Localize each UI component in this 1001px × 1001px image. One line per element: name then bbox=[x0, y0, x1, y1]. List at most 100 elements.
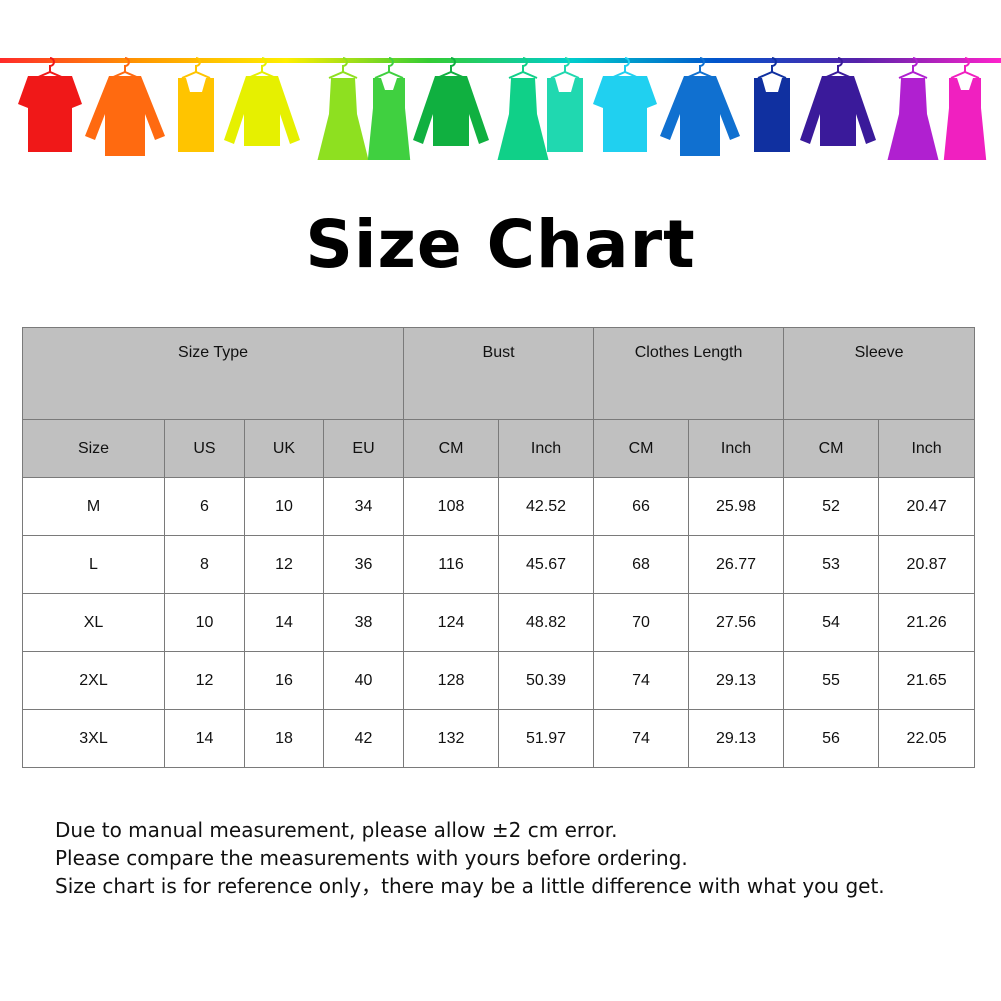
subheader-size: Size bbox=[22, 419, 165, 478]
tankdress-shape bbox=[943, 78, 987, 160]
table-cell: 56 bbox=[783, 709, 880, 768]
page-title: Size Chart bbox=[305, 206, 696, 283]
hanger-icon bbox=[610, 57, 640, 79]
table-cell: 2XL bbox=[22, 651, 165, 710]
table-cell: 29.13 bbox=[688, 709, 785, 768]
table-row: M 6 10 34 108 42.52 66 25.98 52 20.47 bbox=[22, 477, 976, 536]
subheader-cm: CM bbox=[593, 419, 690, 478]
table-cell: 36 bbox=[322, 535, 405, 594]
garment-tankdress-icon bbox=[367, 57, 411, 160]
hanger-icon bbox=[685, 57, 715, 79]
garment-dress-icon bbox=[497, 57, 549, 160]
garment-sweater-icon bbox=[224, 57, 300, 146]
table-cell: 38 bbox=[322, 593, 405, 652]
table-cell: 48.82 bbox=[498, 593, 595, 652]
table-cell: 21.26 bbox=[878, 593, 976, 652]
hanger-icon bbox=[823, 57, 853, 79]
table-cell: 108 bbox=[403, 477, 500, 536]
dress-shape bbox=[887, 78, 939, 160]
clothes-hanger-banner bbox=[0, 57, 1001, 160]
table-cell: 12 bbox=[164, 651, 245, 710]
note-line: Due to manual measurement, please allow … bbox=[55, 818, 618, 842]
table-cell: 21.65 bbox=[878, 651, 976, 710]
table-cell: 22.05 bbox=[878, 709, 976, 768]
table-cell: 6 bbox=[164, 477, 245, 536]
table-cell: 20.87 bbox=[878, 535, 976, 594]
hanger-icon bbox=[328, 57, 358, 79]
tshirt-shape bbox=[18, 76, 82, 152]
subheader-inch: Inch bbox=[688, 419, 785, 478]
garment-tank-icon bbox=[754, 57, 790, 152]
table-cell: 16 bbox=[244, 651, 324, 710]
garment-sweater-icon bbox=[800, 57, 876, 146]
hanger-rail bbox=[0, 58, 1001, 63]
table-cell: 42 bbox=[322, 709, 405, 768]
hanger-icon bbox=[550, 57, 580, 79]
table-cell: 10 bbox=[244, 477, 324, 536]
hanger-icon bbox=[181, 57, 211, 79]
header-clothes-length: Clothes Length bbox=[593, 327, 785, 420]
table-cell: 3XL bbox=[22, 709, 165, 768]
tank-shape bbox=[547, 78, 583, 152]
hanger-icon bbox=[436, 57, 466, 79]
table-cell: L bbox=[22, 535, 165, 594]
table-cell: 128 bbox=[403, 651, 500, 710]
table-row: 2XL 12 16 40 128 50.39 74 29.13 55 21.65 bbox=[22, 651, 976, 710]
hanger-icon bbox=[110, 57, 140, 79]
tank-shape bbox=[754, 78, 790, 152]
hanger-icon bbox=[35, 57, 65, 79]
table-cell: 14 bbox=[244, 593, 324, 652]
shirt-shape bbox=[85, 76, 165, 156]
hanger-icon bbox=[898, 57, 928, 79]
table-cell: 29.13 bbox=[688, 651, 785, 710]
garment-dress-icon bbox=[317, 57, 369, 160]
subheader-inch: Inch bbox=[498, 419, 595, 478]
garment-tshirt-icon bbox=[593, 57, 657, 152]
subheader-uk: UK bbox=[244, 419, 324, 478]
header-bust: Bust bbox=[403, 327, 595, 420]
table-cell: 50.39 bbox=[498, 651, 595, 710]
garment-tank-icon bbox=[547, 57, 583, 152]
table-cell: 74 bbox=[593, 709, 690, 768]
table-cell: 20.47 bbox=[878, 477, 976, 536]
notes: Due to manual measurement, please allow … bbox=[55, 816, 885, 900]
table-cell: 53 bbox=[783, 535, 880, 594]
subheader-inch: Inch bbox=[878, 419, 976, 478]
subheader-cm: CM bbox=[403, 419, 500, 478]
hanger-icon bbox=[757, 57, 787, 79]
table-cell: 10 bbox=[164, 593, 245, 652]
hanger-icon bbox=[950, 57, 980, 79]
table-cell: 51.97 bbox=[498, 709, 595, 768]
subheader-us: US bbox=[164, 419, 245, 478]
table-cell: 55 bbox=[783, 651, 880, 710]
subheader-cm: CM bbox=[783, 419, 880, 478]
table-cell: 27.56 bbox=[688, 593, 785, 652]
table-cell: 74 bbox=[593, 651, 690, 710]
table-cell: M bbox=[22, 477, 165, 536]
table-cell: 116 bbox=[403, 535, 500, 594]
tankdress-shape bbox=[367, 78, 411, 160]
table-row: XL 10 14 38 124 48.82 70 27.56 54 21.26 bbox=[22, 593, 976, 652]
hanger-icon bbox=[247, 57, 277, 79]
table-cell: 12 bbox=[244, 535, 324, 594]
garment-tankdress-icon bbox=[943, 57, 987, 160]
garment-shirt-icon bbox=[85, 57, 165, 156]
garment-shirt-icon bbox=[660, 57, 740, 156]
table-cell: 54 bbox=[783, 593, 880, 652]
hanger-icon bbox=[374, 57, 404, 79]
tank-shape bbox=[178, 78, 214, 152]
table-cell: 34 bbox=[322, 477, 405, 536]
table-cell: 25.98 bbox=[688, 477, 785, 536]
size-chart-table: Size Type Bust Clothes Length Sleeve Siz… bbox=[21, 327, 976, 768]
table-cell: 45.67 bbox=[498, 535, 595, 594]
table-cell: 124 bbox=[403, 593, 500, 652]
table-cell: 70 bbox=[593, 593, 690, 652]
table-cell: 14 bbox=[164, 709, 245, 768]
header-size-type: Size Type bbox=[21, 327, 405, 420]
table-cell: 26.77 bbox=[688, 535, 785, 594]
garment-dress-icon bbox=[887, 57, 939, 160]
note-line: Please compare the measurements with you… bbox=[55, 846, 688, 870]
table-cell: 40 bbox=[322, 651, 405, 710]
shirt-shape bbox=[660, 76, 740, 156]
table-row: L 8 12 36 116 45.67 68 26.77 53 20.87 bbox=[22, 535, 976, 594]
